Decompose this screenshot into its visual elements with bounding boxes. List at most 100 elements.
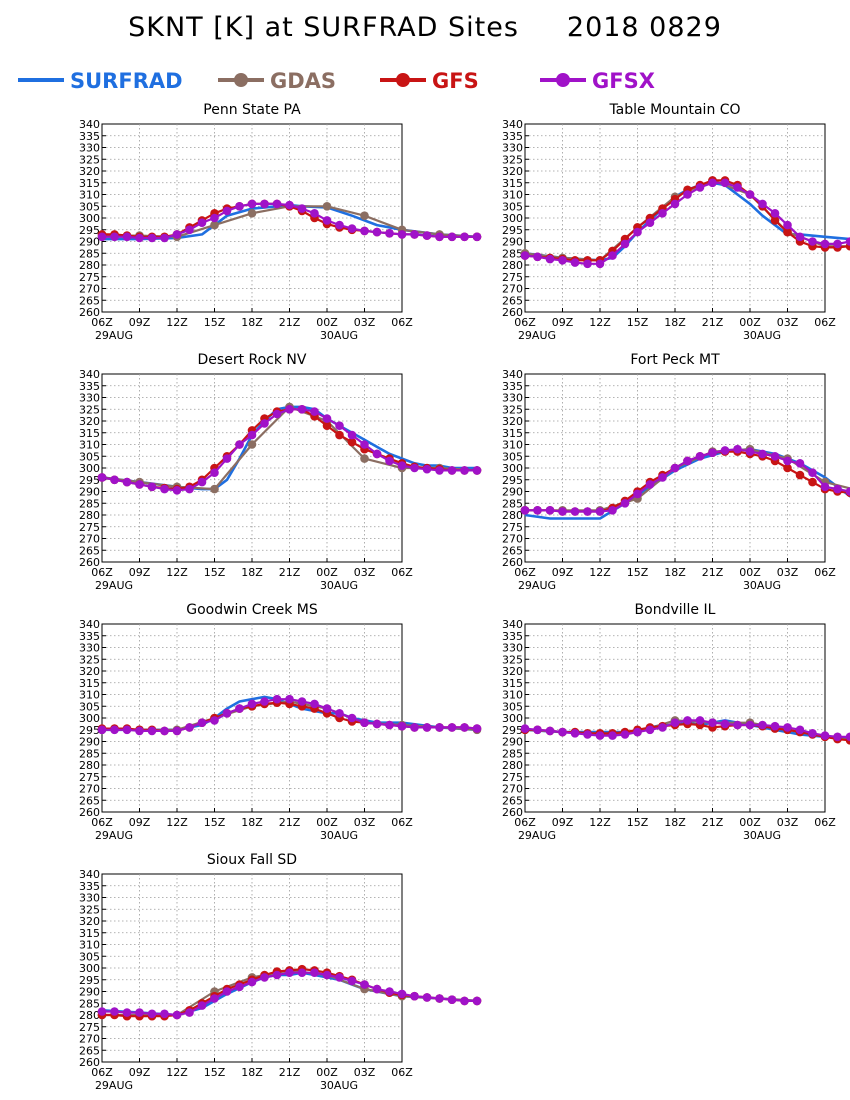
y-tick-label: 315 [502, 677, 523, 690]
y-tick-label: 295 [502, 474, 523, 487]
data-point [733, 183, 742, 192]
data-point [397, 989, 407, 999]
x-tick-label: 03Z [777, 566, 799, 579]
legend-label: GDAS [270, 69, 336, 93]
y-tick-label: 325 [502, 653, 523, 666]
data-point [558, 727, 567, 737]
y-tick-label: 335 [79, 880, 100, 893]
data-point [372, 719, 382, 729]
data-point [533, 252, 542, 262]
data-point [185, 484, 194, 494]
data-point [222, 454, 232, 463]
y-tick-label: 340 [79, 618, 100, 631]
x-tick-label: 03Z [354, 316, 376, 329]
data-point [397, 721, 407, 731]
data-point [708, 178, 717, 188]
x-tick-label: 03Z [777, 816, 799, 829]
y-tick-label: 315 [79, 927, 100, 940]
data-point [808, 468, 817, 478]
data-point [620, 239, 630, 249]
y-tick-label: 305 [502, 450, 523, 463]
y-tick-label: 265 [79, 544, 100, 557]
series-gfsx [520, 178, 850, 269]
data-point [97, 725, 107, 735]
data-point [745, 447, 755, 456]
data-point [720, 719, 730, 729]
data-point [558, 507, 567, 516]
x-tick-label: 06Z [814, 316, 836, 329]
chart-goodwin-creek-ms: Goodwin Creek MS 260265270275280285290295… [79, 602, 482, 842]
y-tick-label: 340 [502, 118, 523, 131]
y-tick-label: 260 [502, 306, 523, 319]
chart-title: Penn State PA [203, 102, 301, 118]
y-tick-label: 290 [79, 236, 100, 249]
x-date-label: 30AUG [743, 829, 781, 842]
x-date-label: 29AUG [95, 329, 133, 342]
y-tick-label: 340 [502, 618, 523, 631]
x-tick-label: 15Z [627, 316, 649, 329]
x-tick-label: 00Z [316, 1066, 338, 1079]
x-tick-label: 12Z [589, 566, 611, 579]
y-tick-label: 275 [502, 521, 523, 534]
x-tick-label: 09Z [552, 566, 574, 579]
y-tick-label: 265 [79, 794, 100, 807]
data-point [435, 466, 444, 475]
y-tick-label: 330 [79, 892, 100, 905]
data-point [160, 726, 169, 736]
data-point [520, 724, 530, 733]
data-point [210, 994, 219, 1003]
y-tick-label: 335 [79, 380, 100, 393]
data-point [783, 220, 792, 230]
legend-marker [234, 73, 248, 87]
legend-item-gdas: GDAS [218, 69, 336, 93]
data-point [347, 224, 357, 233]
data-point [322, 970, 332, 980]
y-tick-label: 260 [79, 806, 100, 819]
data-point [833, 732, 842, 742]
series-gfsx [97, 968, 482, 1020]
x-tick-label: 21Z [279, 1066, 301, 1079]
data-point [197, 477, 207, 487]
y-tick-label: 300 [79, 462, 100, 475]
y-tick-label: 330 [502, 392, 523, 405]
y-tick-label: 295 [79, 474, 100, 487]
y-tick-label: 315 [79, 177, 100, 190]
data-point [210, 484, 219, 494]
x-tick-label: 12Z [166, 1066, 188, 1079]
data-point [460, 232, 469, 242]
data-point [285, 968, 294, 977]
x-tick-label: 03Z [354, 1066, 376, 1079]
data-point [185, 723, 194, 732]
data-point [210, 716, 219, 725]
data-point [160, 1009, 169, 1019]
x-tick-label: 12Z [589, 316, 611, 329]
y-tick-label: 280 [79, 1009, 100, 1022]
legend-svg: SURFRAD GDAS GFS GFSX [18, 69, 655, 93]
data-point [322, 414, 332, 423]
data-point [260, 199, 269, 209]
data-point [683, 456, 692, 466]
x-tick-label: 18Z [664, 566, 686, 579]
data-point [783, 723, 792, 732]
data-point [783, 227, 792, 237]
data-point [770, 452, 780, 461]
data-point [720, 178, 730, 188]
data-point [808, 477, 817, 487]
legend: SURFRAD GDAS GFS GFSX [18, 66, 838, 96]
data-point [222, 709, 232, 718]
data-point [570, 258, 580, 267]
data-point [645, 218, 655, 227]
data-point [658, 209, 667, 218]
chart-title: Goodwin Creek MS [186, 602, 318, 618]
y-tick-label: 320 [79, 665, 100, 678]
y-tick-label: 310 [79, 189, 100, 202]
y-tick-label: 285 [79, 997, 100, 1010]
data-point [122, 477, 132, 487]
y-tick-label: 275 [502, 271, 523, 284]
x-date-label: 30AUG [743, 579, 781, 592]
x-tick-label: 00Z [739, 566, 761, 579]
data-point [758, 199, 767, 209]
data-point [633, 227, 642, 237]
y-tick-label: 330 [79, 642, 100, 655]
